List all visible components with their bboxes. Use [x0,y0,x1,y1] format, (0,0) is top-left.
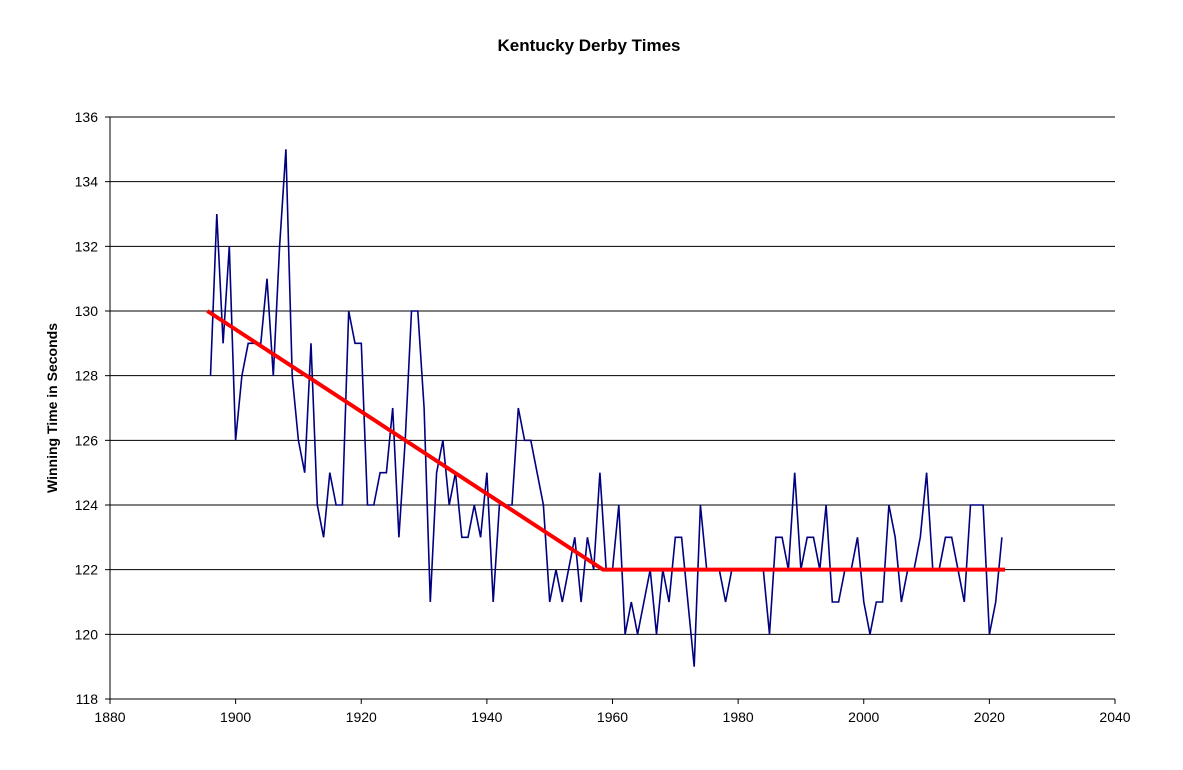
x-tick-label: 2040 [1099,709,1130,725]
x-tick-label: 1880 [94,709,125,725]
x-tick-label: 2020 [974,709,1005,725]
x-tick-label: 1920 [346,709,377,725]
y-tick-label: 122 [75,562,99,578]
winning-time-line [211,149,1002,666]
x-axis-ticks: 1880 1900 1920 1940 1960 1980 2000 2020 2040 [94,699,1130,725]
y-axis-label: Winning Time in Seconds [44,323,60,493]
x-tick-label: 1940 [471,709,502,725]
x-tick-label: 2000 [848,709,879,725]
y-tick-label: 126 [75,432,99,448]
y-tick-label: 136 [75,109,99,125]
y-tick-label: 134 [75,174,99,190]
y-axis-ticks: 118 120 122 124 126 128 130 132 134 136 [75,109,110,707]
x-tick-label: 1980 [723,709,754,725]
chart-title: Kentucky Derby Times [498,36,681,55]
x-tick-label: 1960 [597,709,628,725]
y-tick-label: 130 [75,303,99,319]
y-tick-label: 120 [75,626,99,642]
y-tick-label: 128 [75,368,99,384]
y-tick-label: 132 [75,238,99,254]
series-group [207,149,1005,666]
x-tick-label: 1900 [220,709,251,725]
gridlines [110,117,1115,634]
y-tick-label: 124 [75,497,99,513]
y-tick-label: 118 [76,691,99,707]
